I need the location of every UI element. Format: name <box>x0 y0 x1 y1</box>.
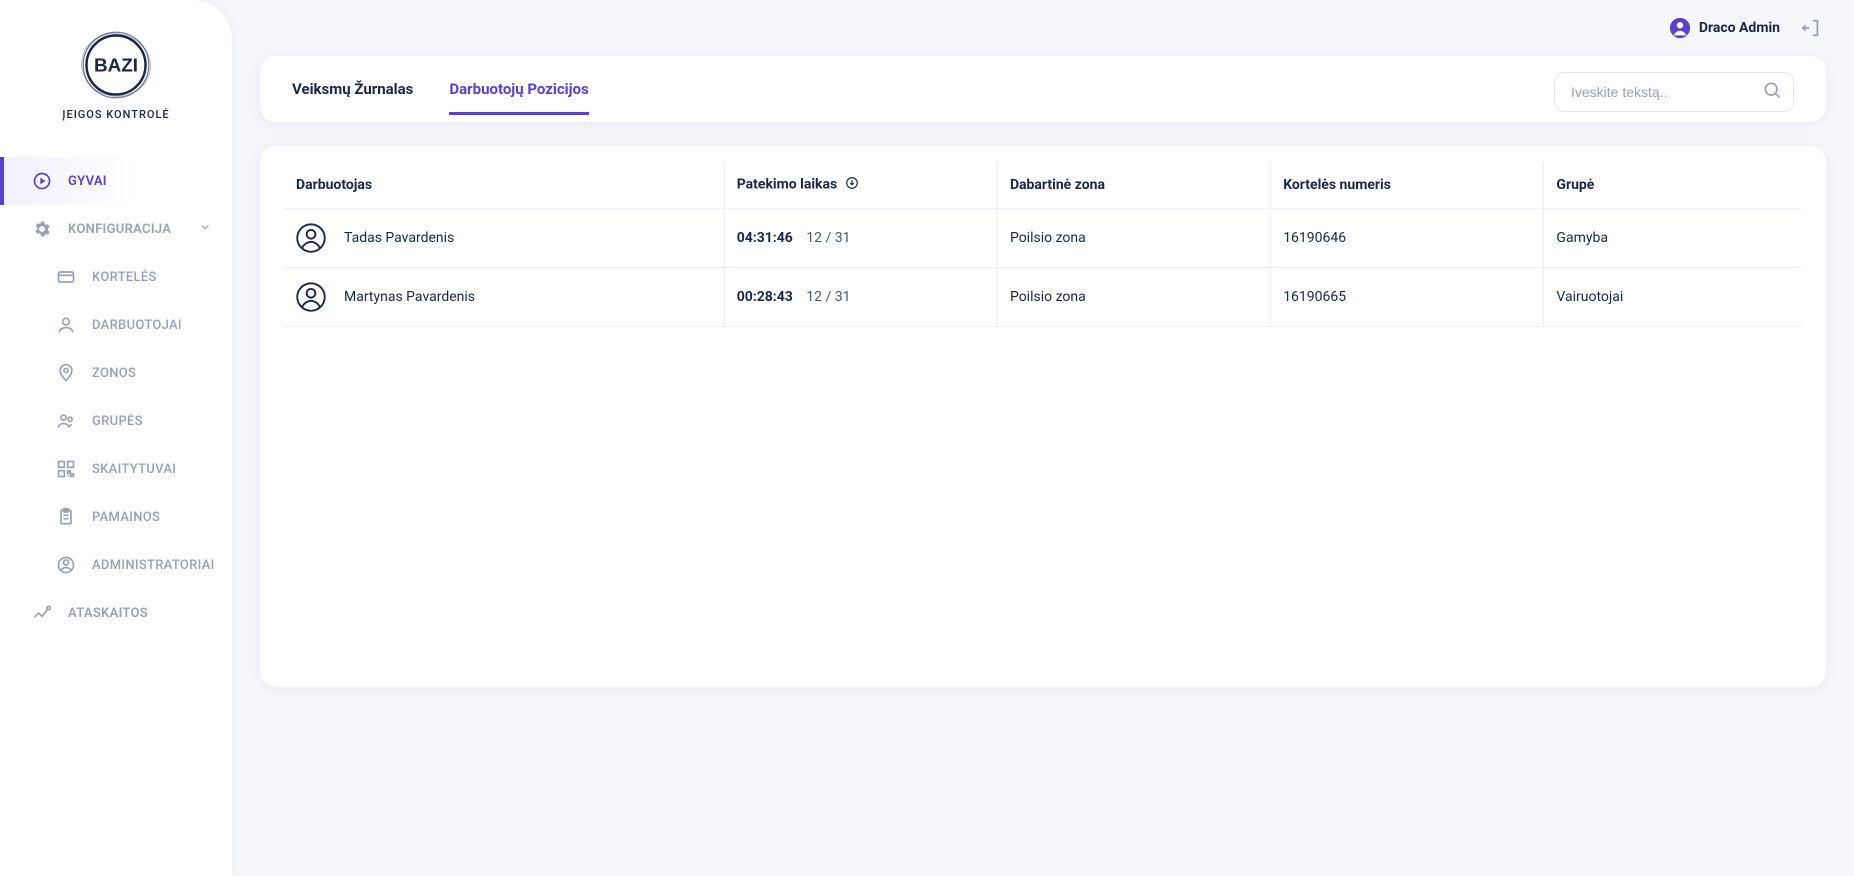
sidebar-item-label: ADMINISTRATORIAI <box>92 558 215 573</box>
sidebar-item-korteles[interactable]: KORTELĖS <box>0 253 232 301</box>
sort-desc-icon <box>845 178 859 194</box>
col-patekimo-laikas[interactable]: Patekimo laikas <box>724 162 997 209</box>
analytics-icon <box>32 603 52 623</box>
sidebar-nav: GYVAI KONFIGURACIJA KORTELĖS <box>0 157 232 637</box>
sidebar-item-pamainos[interactable]: PAMAINOS <box>0 493 232 541</box>
tab-veiksmu-zurnalas[interactable]: Veiksmų Žurnalas <box>292 80 413 115</box>
tabs-card: Veiksmų Žurnalas Darbuotojų Pozicijos <box>260 56 1826 122</box>
table-header-row: Darbuotojas Patekimo laikas Dabartinė zo… <box>284 162 1802 209</box>
avatar-icon <box>296 223 326 253</box>
group-cell: Gamyba <box>1544 209 1802 268</box>
sidebar-item-gyvai[interactable]: GYVAI <box>0 157 232 205</box>
logout-icon <box>1800 17 1822 39</box>
sidebar-item-label: ATASKAITOS <box>68 606 148 621</box>
employees-table: Darbuotojas Patekimo laikas Dabartinė zo… <box>284 162 1802 327</box>
table-card: Darbuotojas Patekimo laikas Dabartinė zo… <box>260 146 1826 687</box>
pin-icon <box>56 363 76 383</box>
sidebar-item-zonos[interactable]: ZONOS <box>0 349 232 397</box>
col-grupe[interactable]: Grupė <box>1544 162 1802 209</box>
sidebar-item-label: PAMAINOS <box>92 510 160 525</box>
employee-name: Tadas Pavardenis <box>344 230 454 246</box>
admin-icon <box>56 555 76 575</box>
logo-icon: BAZI <box>75 24 157 106</box>
main: Draco Admin Veiksmų Žurnalas Darbuotojų … <box>232 0 1854 876</box>
search-icon[interactable] <box>1762 80 1782 104</box>
user-menu[interactable]: Draco Admin <box>1669 17 1780 39</box>
sidebar-item-administratoriai[interactable]: ADMINISTRATORIAI <box>0 541 232 589</box>
svg-text:BAZI: BAZI <box>94 55 138 76</box>
logo-subtitle: ĮEIGOS KONTROLĖ <box>62 108 169 121</box>
sidebar-item-ataskaitos[interactable]: ATASKAITOS <box>0 589 232 637</box>
sidebar-item-label: ZONOS <box>92 366 136 381</box>
chevron-down-icon <box>198 220 212 238</box>
sidebar-item-grupes[interactable]: GRUPĖS <box>0 397 232 445</box>
zone-cell: Poilsio zona <box>997 268 1270 327</box>
card-icon <box>56 267 76 287</box>
search-wrap <box>1554 72 1794 112</box>
table-row[interactable]: Martynas Pavardenis 00:28:43 12 / 31 Poi… <box>284 268 1802 327</box>
sidebar-item-darbuotojai[interactable]: DARBUOTOJAI <box>0 301 232 349</box>
card-cell: 16190646 <box>1271 209 1544 268</box>
avatar-icon <box>296 282 326 312</box>
sidebar-item-label: GRUPĖS <box>92 414 143 429</box>
sidebar-item-label: DARBUOTOJAI <box>92 318 182 333</box>
col-darbuotojas[interactable]: Darbuotojas <box>284 162 724 209</box>
group-icon <box>56 411 76 431</box>
user-avatar-icon <box>1669 17 1691 39</box>
sidebar-item-label: GYVAI <box>68 174 107 189</box>
logout-button[interactable] <box>1800 17 1822 39</box>
sidebar: BAZI ĮEIGOS KONTROLĖ GYVAI KONFIGURACIJA <box>0 0 232 876</box>
sidebar-item-skaitytuvai[interactable]: SKAITYTUVAI <box>0 445 232 493</box>
card-cell: 16190665 <box>1271 268 1544 327</box>
gear-icon <box>32 219 52 239</box>
entry-time: 04:31:46 <box>737 230 793 246</box>
col-dabartine-zona[interactable]: Dabartinė zona <box>997 162 1270 209</box>
search-input[interactable] <box>1554 72 1794 112</box>
tab-darbuotoju-pozicijos[interactable]: Darbuotojų Pozicijos <box>449 80 588 115</box>
employee-name: Martynas Pavardenis <box>344 289 475 305</box>
zone-cell: Poilsio zona <box>997 209 1270 268</box>
tabs: Veiksmų Žurnalas Darbuotojų Pozicijos <box>292 80 589 115</box>
app-root: BAZI ĮEIGOS KONTROLĖ GYVAI KONFIGURACIJA <box>0 0 1854 876</box>
sidebar-item-label: KORTELĖS <box>92 270 157 285</box>
topbar: Draco Admin <box>260 0 1826 56</box>
person-icon <box>56 315 76 335</box>
sidebar-item-label: SKAITYTUVAI <box>92 462 176 477</box>
sidebar-item-label: KONFIGURACIJA <box>68 222 171 237</box>
table-row[interactable]: Tadas Pavardenis 04:31:46 12 / 31 Poilsi… <box>284 209 1802 268</box>
employee-cell: Tadas Pavardenis <box>296 223 712 253</box>
username: Draco Admin <box>1699 20 1780 36</box>
qr-icon <box>56 459 76 479</box>
employee-cell: Martynas Pavardenis <box>296 282 712 312</box>
entry-date: 12 / 31 <box>806 230 850 246</box>
group-cell: Vairuotojai <box>1544 268 1802 327</box>
clipboard-icon <box>56 507 76 527</box>
logo: BAZI ĮEIGOS KONTROLĖ <box>0 24 232 121</box>
entry-date: 12 / 31 <box>806 289 850 305</box>
entry-time: 00:28:43 <box>737 289 793 305</box>
play-icon <box>32 171 52 191</box>
col-korteles-numeris[interactable]: Kortelės numeris <box>1271 162 1544 209</box>
sidebar-item-konfiguracija[interactable]: KONFIGURACIJA <box>0 205 232 253</box>
